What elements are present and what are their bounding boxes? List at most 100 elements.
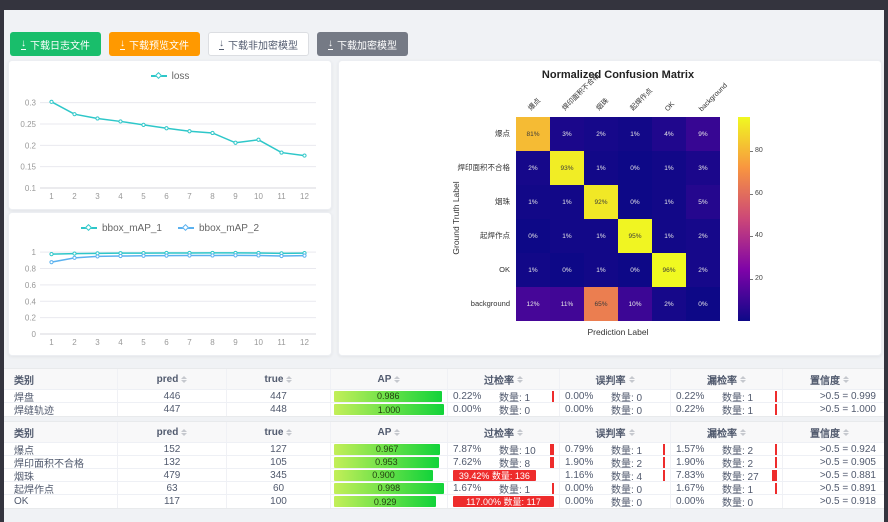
column-header-6[interactable]: 漏检率 [671, 369, 783, 389]
sort-icon[interactable] [628, 375, 635, 383]
sort-icon[interactable] [394, 375, 401, 383]
ap-bar: 0.953 [334, 456, 439, 468]
category-cell: 焊缝轨迹 [4, 403, 118, 416]
column-header-7[interactable]: 置信度 [783, 369, 884, 389]
column-header-2[interactable]: true [227, 369, 331, 389]
column-header-label: 漏检率 [707, 375, 737, 387]
svg-text:10: 10 [254, 338, 263, 347]
svg-text:6: 6 [164, 192, 169, 201]
column-header-4[interactable]: 过检率 [448, 422, 560, 442]
rate-count: 数量: 1 [499, 484, 531, 495]
legend-line-icon [80, 223, 97, 231]
rate-pct: 0.22% [676, 404, 705, 415]
rate-bar-tick [550, 443, 554, 455]
sort-icon[interactable] [181, 428, 188, 436]
matrix-cell: 0% [618, 185, 652, 219]
rate-bar-tick [552, 390, 554, 402]
sort-icon[interactable] [394, 428, 401, 436]
sort-icon[interactable] [843, 375, 849, 383]
rate-count: 数量: 1 [611, 445, 643, 456]
column-header-1[interactable]: pred [118, 422, 227, 442]
svg-text:1: 1 [32, 248, 37, 257]
matrix-cell: 96% [652, 253, 686, 287]
ap-value: 0.929 [373, 496, 397, 507]
rate-bar-tick [775, 404, 777, 415]
true-cell: 127 [227, 443, 331, 455]
svg-text:5: 5 [141, 192, 146, 201]
column-header-2[interactable]: true [227, 422, 331, 442]
ap-value: 0.998 [377, 483, 401, 493]
sort-icon[interactable] [286, 375, 293, 383]
legend-item-loss[interactable]: loss [150, 71, 189, 82]
download-unencrypted-model-button[interactable]: ↓ 下载非加密模型 [208, 32, 309, 56]
map-chart-card: bbox_mAP_1 bbox_mAP_2 0 0.2 0.4 0.6 0.8 1 1 2 3 4 5… [8, 212, 332, 356]
sort-icon[interactable] [286, 428, 293, 436]
colorbar-tick-mark [750, 236, 753, 237]
column-header-1[interactable]: pred [118, 369, 227, 389]
svg-text:0.2: 0.2 [25, 314, 37, 323]
column-header-3[interactable]: AP [331, 369, 448, 389]
column-header-5[interactable]: 误判率 [560, 369, 671, 389]
ap-bar: 0.929 [334, 496, 437, 507]
svg-text:5: 5 [141, 338, 146, 347]
true-cell: 447 [227, 390, 331, 402]
download-preview-button[interactable]: ↓ 下载预览文件 [109, 32, 200, 56]
matrix-cell: 0% [618, 151, 652, 185]
ap-cell: 0.998 [331, 482, 448, 494]
ap-value: 0.986 [376, 391, 400, 401]
colorbar [738, 117, 750, 321]
download-log-button[interactable]: ↓ 下载日志文件 [10, 32, 101, 56]
rate-cell: 7.83% 数量: 27 [671, 469, 783, 481]
matrix-cell: 2% [686, 219, 720, 253]
button-label: 下载日志文件 [30, 40, 90, 52]
sort-icon[interactable] [843, 428, 849, 436]
rate-cell: 1.67% 数量: 1 [671, 482, 783, 494]
sort-icon[interactable] [740, 428, 746, 436]
rate-bar-tick [552, 482, 554, 494]
svg-text:0.3: 0.3 [25, 99, 37, 108]
ap-cell: 0.967 [331, 443, 448, 455]
results-tables: 类别 pred true AP 过检率 误判率 漏检率 置信度 焊盘 446 447 0.986 0.2… [4, 368, 884, 513]
column-header-7[interactable]: 置信度 [783, 422, 884, 442]
download-encrypted-model-button[interactable]: ↓ 下载加密模型 [317, 32, 408, 56]
column-header-label: pred [156, 426, 179, 438]
rate-pct: 7.87% [453, 443, 482, 455]
rate-count: 数量: 4 [611, 471, 643, 482]
table-header-row: 类别 pred true AP 过检率 误判率 漏检率 置信度 [4, 422, 884, 443]
svg-text:3: 3 [95, 338, 100, 347]
rate-pct: 0.00% [565, 482, 594, 494]
sort-icon[interactable] [628, 428, 635, 436]
rate-cell: 0.79% 数量: 1 [560, 443, 671, 455]
svg-text:6: 6 [164, 338, 169, 347]
legend-item-bbox_mAP_1[interactable]: bbox_mAP_1 [80, 223, 162, 234]
column-header-label: AP [377, 426, 392, 438]
category-cell: 烟珠 [4, 469, 118, 481]
sort-icon[interactable] [517, 375, 523, 383]
rate-count: 数量: 1 [722, 484, 754, 495]
column-header-label: 类别 [14, 428, 34, 440]
download-icon: ↓ [21, 37, 26, 50]
legend-item-bbox_mAP_2[interactable]: bbox_mAP_2 [178, 223, 259, 234]
svg-text:7: 7 [187, 192, 192, 201]
map-chart-legend: bbox_mAP_1 bbox_mAP_2 [9, 213, 331, 238]
matrix-column-label: OK [664, 100, 677, 113]
column-header-3[interactable]: AP [331, 422, 448, 442]
legend-line-icon [150, 71, 167, 79]
column-header-4[interactable]: 过检率 [448, 369, 560, 389]
matrix-cell: 1% [584, 219, 618, 253]
column-header-5[interactable]: 误判率 [560, 422, 671, 442]
rate-count: 数量: 1 [722, 406, 754, 416]
rate-cell: 1.57% 数量: 2 [671, 443, 783, 455]
sort-icon[interactable] [181, 375, 188, 383]
ap-bar: 0.967 [334, 443, 441, 455]
matrix-cell: 2% [584, 117, 618, 151]
sort-icon[interactable] [517, 428, 523, 436]
rate-count: 数量: 0 [611, 498, 643, 508]
sort-icon[interactable] [740, 375, 746, 383]
svg-text:1: 1 [49, 192, 54, 201]
matrix-y-axis-label: Ground Truth Label [451, 181, 461, 255]
table-row: 爆点 152 127 0.967 7.87% 数量: 10 0.79% 数量: 1 1.57% 数… [4, 443, 884, 456]
colorbar-tick-mark [750, 151, 753, 152]
pred-cell: 479 [118, 469, 227, 481]
column-header-6[interactable]: 漏检率 [671, 422, 783, 442]
